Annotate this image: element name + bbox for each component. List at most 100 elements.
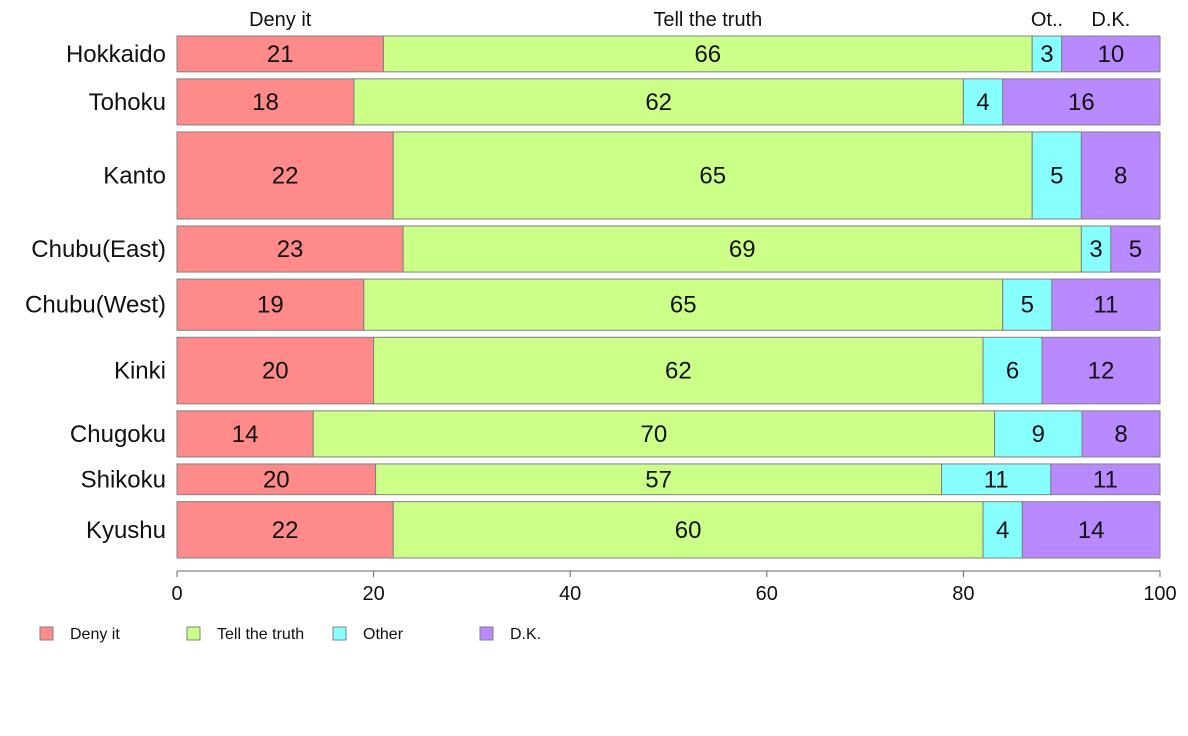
bar-segment-tell-the-truth-kyushu (392, 501, 984, 559)
data-label-deny-it-chubu-west: 19 (257, 292, 284, 319)
data-label-other-chubu-west: 5 (1021, 292, 1034, 319)
top-label-ot: Ot.. (1031, 9, 1063, 31)
region-label-tohoku: Tohoku (89, 89, 166, 116)
bar-segment-deny-it-tohoku (176, 78, 355, 126)
legend-label-d-k: D.K. (510, 626, 541, 643)
legend-label-other: Other (363, 626, 404, 643)
bar-row-tohoku: 18 62 4 16 (176, 78, 1161, 126)
top-label-deny-it: Deny it (249, 9, 312, 31)
bar-segment-other-kyushu (982, 501, 1023, 559)
bar-row-chubu-west: 19 65 5 11 (176, 278, 1161, 331)
bar-segment-deny-it-chubu-east (176, 225, 404, 273)
data-label-deny-it-hokkaido: 21 (267, 41, 294, 68)
bar-segment-other-chubu-west (1002, 278, 1053, 331)
region-label-kinki: Kinki (114, 358, 166, 385)
bar-segment-tell-the-truth-chubu-east (402, 225, 1082, 273)
bar-segment-tell-the-truth-kinki (373, 336, 984, 405)
bar-segment-tell-the-truth-kanto (392, 131, 1033, 220)
data-label-other-kinki: 6 (1006, 358, 1019, 385)
data-label-d-k-chugoku: 8 (1114, 421, 1127, 448)
data-label-d-k-chubu-west: 11 (1093, 292, 1118, 319)
data-label-deny-it-kanto: 22 (272, 162, 299, 189)
data-label-other-hokkaido: 3 (1040, 41, 1053, 68)
x-tick-label-100: 100 (1143, 583, 1176, 605)
data-label-d-k-tohoku: 16 (1068, 89, 1095, 116)
bar-segment-d-k-hokkaido (1061, 35, 1161, 73)
data-label-tell-the-truth-chubu-west: 65 (670, 292, 697, 319)
bar-row-kanto: 22 65 5 8 (176, 131, 1161, 220)
x-axis: 0 20 40 60 80 100 (171, 570, 1177, 605)
data-label-d-k-hokkaido: 10 (1097, 41, 1124, 68)
bar-segment-other-hokkaido (1031, 35, 1063, 73)
data-label-other-shikoku: 11 (984, 466, 1009, 493)
bar-segment-d-k-kinki (1041, 336, 1161, 405)
data-label-tell-the-truth-kinki: 62 (665, 358, 692, 385)
region-label-chubu-west: Chubu(West) (25, 292, 166, 319)
data-label-deny-it-shikoku: 20 (263, 466, 290, 493)
bar-segment-d-k-tohoku (1002, 78, 1161, 126)
data-label-tell-the-truth-shikoku: 57 (645, 466, 672, 493)
x-tick-label-40: 40 (559, 583, 581, 605)
bar-row-chubu-east: 23 69 3 5 (176, 225, 1161, 273)
data-label-tell-the-truth-chugoku: 70 (641, 421, 668, 448)
top-label-tell-the-truth: Tell the truth (653, 9, 762, 31)
bar-segment-deny-it-shikoku (176, 463, 377, 496)
x-tick-label-80: 80 (952, 583, 974, 605)
region-label-shikoku: Shikoku (81, 466, 166, 493)
legend-swatch-tell-the-truth (186, 626, 201, 641)
data-label-other-chubu-east: 3 (1089, 236, 1102, 263)
region-label-chugoku: Chugoku (70, 421, 166, 448)
bar-segment-other-tohoku (962, 78, 1004, 126)
bar-segment-deny-it-kinki (176, 336, 375, 405)
bar-row-shikoku: 20 57 11 11 (176, 463, 1161, 496)
bar-segment-other-kinki (982, 336, 1043, 405)
data-label-other-tohoku: 4 (976, 89, 989, 116)
data-label-tell-the-truth-tohoku: 62 (645, 89, 672, 116)
region-label-kyushu: Kyushu (86, 517, 166, 544)
bar-segment-d-k-kanto (1080, 131, 1161, 220)
bar-row-chugoku: 14 70 9 8 (176, 410, 1161, 458)
data-label-deny-it-kyushu: 22 (272, 517, 299, 544)
data-label-tell-the-truth-kanto: 65 (699, 162, 726, 189)
data-label-d-k-kinki: 12 (1088, 358, 1115, 385)
data-label-tell-the-truth-chubu-east: 69 (729, 236, 756, 263)
data-label-deny-it-kinki: 20 (262, 358, 289, 385)
bar-segment-deny-it-chugoku (176, 410, 314, 458)
bar-segment-other-chugoku (994, 410, 1083, 458)
data-label-tell-the-truth-hokkaido: 66 (694, 41, 721, 68)
bar-row-kyushu: 22 60 4 14 (176, 501, 1161, 559)
bar-segment-other-shikoku (941, 463, 1052, 496)
data-label-d-k-shikoku: 11 (1093, 466, 1118, 493)
region-label-kanto: Kanto (103, 162, 166, 189)
legend-swatch-d-k (479, 626, 494, 641)
bar-segment-deny-it-kanto (176, 131, 394, 220)
legend-label-tell-the-truth: Tell the truth (217, 626, 304, 643)
bar-segment-d-k-chugoku (1081, 410, 1161, 458)
bar-row-kinki: 20 62 6 12 (176, 336, 1161, 405)
data-label-d-k-kyushu: 14 (1078, 517, 1105, 544)
region-label-hokkaido: Hokkaido (66, 41, 166, 68)
bar-segment-d-k-chubu-east (1110, 225, 1161, 273)
bar-segment-deny-it-chubu-west (176, 278, 365, 331)
bar-segment-tell-the-truth-chubu-west (363, 278, 1004, 331)
x-tick-label-60: 60 (756, 583, 778, 605)
data-label-tell-the-truth-kyushu: 60 (675, 517, 702, 544)
top-category-labels: Deny it Tell the truth Ot.. D.K. (249, 9, 1130, 31)
legend: Deny it Tell the truth Other D.K. (39, 626, 541, 643)
data-label-other-chugoku: 9 (1032, 421, 1045, 448)
data-label-d-k-kanto: 8 (1114, 162, 1127, 189)
legend-label-deny-it: Deny it (70, 626, 120, 643)
x-tick-label-20: 20 (362, 583, 384, 605)
data-label-other-kanto: 5 (1050, 162, 1063, 189)
region-label-chubu-east: Chubu(East) (31, 236, 166, 263)
legend-swatch-other (332, 626, 347, 641)
bar-segment-d-k-chubu-west (1051, 278, 1161, 331)
bar-segment-tell-the-truth-tohoku (353, 78, 964, 126)
region-labels: Hokkaido Tohoku Kanto Chubu(East) Chubu(West… (25, 41, 166, 544)
bar-row-hokkaido: 21 66 3 10 (176, 35, 1161, 73)
bar-segment-d-k-kyushu (1021, 501, 1161, 559)
data-label-deny-it-chugoku: 14 (232, 421, 259, 448)
data-label-d-k-chubu-east: 5 (1129, 236, 1142, 263)
